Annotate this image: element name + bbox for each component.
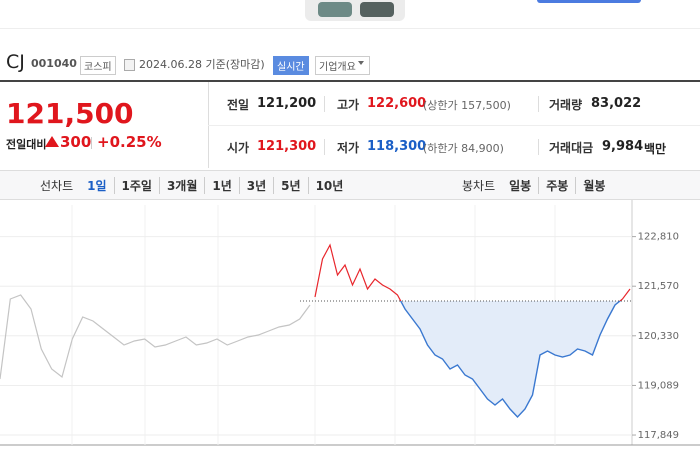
candle-tab[interactable]: 주봉 (538, 177, 575, 194)
y-tick-label: 121,570 (638, 281, 679, 292)
period-tab[interactable]: 1주일 (113, 177, 159, 194)
period-tab[interactable]: 3년 (238, 177, 273, 194)
divider (0, 28, 700, 29)
tab-label: 봉차트 (462, 179, 496, 193)
market-tag: 코스피 (80, 56, 116, 75)
y-tick-label: 117,849 (638, 430, 679, 441)
realtime-tag[interactable]: 실시간 (273, 56, 309, 75)
change: 300 (60, 133, 92, 151)
price-line-up (314, 243, 631, 301)
stat-label: 고가 (337, 98, 360, 112)
stat-label: 거래량 (549, 98, 583, 112)
period-tab[interactable]: 1일 (87, 179, 107, 193)
y-tick-label: 122,810 (638, 232, 679, 243)
stat-note: (하한가 84,900) (423, 142, 504, 155)
period-tab[interactable]: 1년 (204, 177, 238, 194)
period-tab[interactable]: 3개월 (158, 177, 204, 194)
stat-label: 거래대금 (549, 141, 594, 155)
stat-label: 전일 (227, 98, 250, 112)
stock-code: 001040 (31, 57, 77, 70)
doc-icon (124, 59, 135, 71)
divider (538, 96, 539, 112)
period-tab[interactable]: 5년 (273, 177, 307, 194)
company-info[interactable]: 기업개요 (315, 56, 370, 75)
y-tick-label: 119,089 (638, 380, 679, 391)
stat-value: 121,300 (257, 139, 317, 154)
stat-label: 시가 (227, 141, 250, 155)
tab-label: 선차트 (40, 179, 74, 193)
up-arrow (45, 136, 59, 147)
line-tabs: 선차트 1일 1주일 3개월 1년 3년 5년 10년 (33, 177, 350, 194)
candle-tab[interactable]: 월봉 (575, 177, 612, 194)
divider (538, 139, 539, 155)
separator (91, 137, 92, 149)
stat-value: 122,600 (367, 96, 427, 111)
divider (208, 125, 700, 126)
change-label: 전일대비 (6, 138, 47, 151)
period-tab[interactable]: 10년 (307, 177, 351, 194)
tab-bar (0, 170, 700, 200)
stat-value: 118,300 (367, 139, 427, 154)
divider (0, 80, 700, 82)
candle-tab[interactable]: 일봉 (509, 179, 532, 193)
change-rate: +0.25% (97, 133, 162, 151)
stat-value: 9,984 (602, 139, 644, 154)
banner-icon (360, 2, 394, 17)
date: 2024.06.28 기준(장마감) (139, 58, 265, 71)
candle-tabs: 봉차트 일봉 주봉 월봉 (455, 177, 612, 194)
banner-button[interactable] (537, 0, 641, 3)
divider (324, 96, 325, 112)
stock-name[interactable]: CJ (6, 51, 25, 73)
stat-unit: 백만 (644, 142, 667, 156)
banner-icon (318, 2, 352, 17)
y-tick-label: 120,330 (638, 331, 679, 342)
price-line-down (399, 301, 622, 419)
stat-label: 저가 (337, 141, 360, 155)
price: 121,500 (6, 97, 134, 130)
stat-note: (상한가 157,500) (423, 99, 511, 112)
area (315, 301, 630, 417)
stat-value: 121,200 (257, 96, 317, 111)
divider (324, 139, 325, 155)
stat-value: 83,022 (591, 96, 642, 111)
dropdown-arrow (358, 61, 364, 68)
prev-day-line (0, 294, 311, 380)
